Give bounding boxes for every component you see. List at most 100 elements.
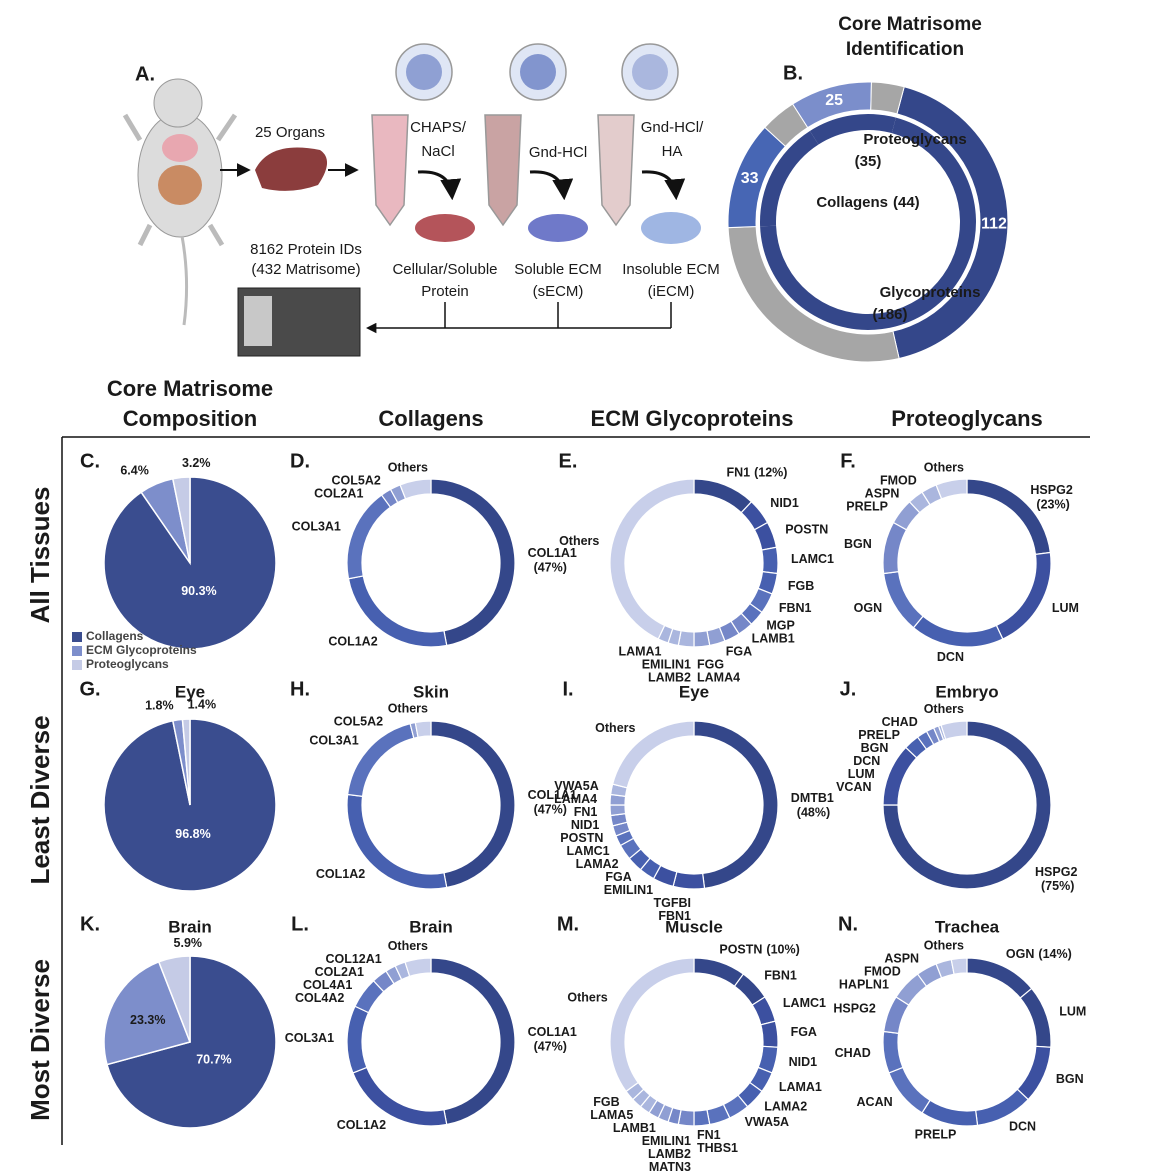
category: CHAD — [835, 1046, 871, 1060]
row-header: All Tissues — [25, 487, 55, 624]
donut-segment — [609, 804, 627, 817]
category: LAMB2 — [648, 671, 691, 685]
segment-label: COL2A1 — [315, 965, 364, 979]
category: FGB — [593, 1095, 619, 1109]
segment-label: LAMB1 — [752, 632, 795, 646]
segment-label: FN1 (12%) — [726, 466, 787, 480]
segment-label: VCAN — [836, 780, 871, 794]
donut-segment — [882, 1030, 904, 1074]
segment-label: COL1A2 — [316, 867, 365, 881]
segment-label: FGA — [791, 1025, 817, 1039]
segment-label: Others — [388, 702, 428, 716]
segment-label: Others — [924, 461, 964, 475]
category: BGN — [1056, 1072, 1084, 1086]
value-label: (47%) — [534, 802, 567, 816]
segment-label: LAMC1 — [567, 844, 610, 858]
segment-label: FGG — [697, 658, 724, 672]
column-header: Collagens — [378, 406, 483, 431]
pie-slice — [171, 476, 191, 564]
category: FGA — [726, 645, 752, 659]
segment-label: COL4A1 — [303, 978, 352, 992]
category: LAMA1 — [618, 645, 661, 659]
label: CHAPS/ — [410, 119, 467, 136]
value-label: (23%) — [1036, 497, 1069, 511]
headers: Core Matrisome Composition Collagens ECM… — [25, 376, 1090, 1145]
segment-label: PRELP — [858, 728, 900, 742]
category: POSTN — [719, 943, 762, 957]
panel-letter: G. — [79, 678, 100, 700]
category: COL3A1 — [309, 734, 358, 748]
category: COL2A1 — [314, 487, 363, 501]
label: Cellular/Soluble — [392, 261, 497, 278]
segment-label: DCN — [1009, 1120, 1036, 1134]
segment-label: LAMA1 — [779, 1081, 822, 1095]
segment-label: COL12A1 — [325, 952, 381, 966]
segment-label: COL4A2 — [295, 991, 344, 1005]
label: (iECM) — [648, 283, 695, 300]
segment-label: Others — [595, 721, 635, 735]
label: NaCl — [421, 143, 454, 160]
segment-label: COL1A1 — [528, 788, 577, 802]
donut-segment — [888, 1066, 931, 1114]
segment-label: DCN — [853, 754, 880, 768]
category: FMOD — [880, 474, 917, 488]
segment-label: FN1 — [574, 805, 598, 819]
segment-label: EMILIN1 — [642, 1134, 691, 1148]
category: LAMA2 — [764, 1100, 807, 1114]
segment-label: COL3A1 — [309, 734, 358, 748]
subtitle: Brain — [409, 917, 452, 936]
category: FGG — [697, 658, 724, 672]
segment-label: MATN3 — [649, 1160, 691, 1173]
segment-label: COL1A2 — [328, 635, 377, 649]
subtitle: Embryo — [935, 682, 998, 701]
segment-label: COL3A1 — [285, 1031, 334, 1045]
segment-label: EMILIN1 — [642, 658, 691, 672]
category: VWA5A — [554, 779, 598, 793]
value-label: 70.7% — [196, 1053, 231, 1067]
subtitle: Muscle — [665, 917, 723, 936]
category: NID1 — [571, 818, 600, 832]
label: Gnd-HCl/ — [641, 119, 704, 136]
segment-label: OGN — [854, 602, 882, 616]
inner-label: Collagens (44) — [816, 194, 919, 211]
donut-segment — [693, 630, 711, 648]
segment-label: NID1 — [770, 496, 799, 510]
label: 25 Organs — [255, 124, 325, 141]
donut-segment — [912, 615, 1004, 648]
category: LAMB1 — [752, 632, 795, 646]
pie-slice — [181, 718, 191, 806]
segment-label: DCN — [937, 651, 964, 665]
tubes — [371, 43, 679, 227]
category: Collagens — [816, 194, 888, 211]
category: COL1A1 — [528, 788, 577, 802]
category: LUM — [848, 767, 875, 781]
category: DMTB1 — [791, 791, 834, 805]
segment-label: FGB — [593, 1095, 619, 1109]
donut-segment — [761, 546, 779, 575]
donut-segment — [935, 478, 968, 500]
segment-label: LAMA1 — [618, 645, 661, 659]
value-label: (47%) — [534, 560, 567, 574]
category: TGFBI — [654, 896, 692, 910]
subtitle: Eye — [175, 682, 205, 701]
category: OGN — [854, 602, 882, 616]
value-label: 5.9% — [174, 936, 203, 950]
category: LAMC1 — [567, 844, 610, 858]
category: LAMA1 — [779, 1081, 822, 1095]
value-label: 1.4% — [188, 697, 217, 711]
segment-label: LUM — [1052, 602, 1079, 616]
liver — [255, 147, 328, 191]
segment-label: HAPLN1 — [839, 978, 889, 992]
value-label: 33 — [741, 170, 759, 187]
panel-letter: B. — [783, 62, 803, 84]
donut-segment — [352, 1066, 448, 1127]
category: Others — [924, 702, 964, 716]
segment-label: PRELP — [915, 1128, 957, 1142]
legend-swatch — [72, 660, 82, 670]
category: LUM — [1052, 602, 1079, 616]
fractions — [415, 212, 701, 244]
subtitle: Skin — [413, 682, 449, 701]
category: COL1A2 — [328, 635, 377, 649]
segment-label: BGN — [844, 537, 872, 551]
segment-label: POSTN (10%) — [719, 943, 799, 957]
